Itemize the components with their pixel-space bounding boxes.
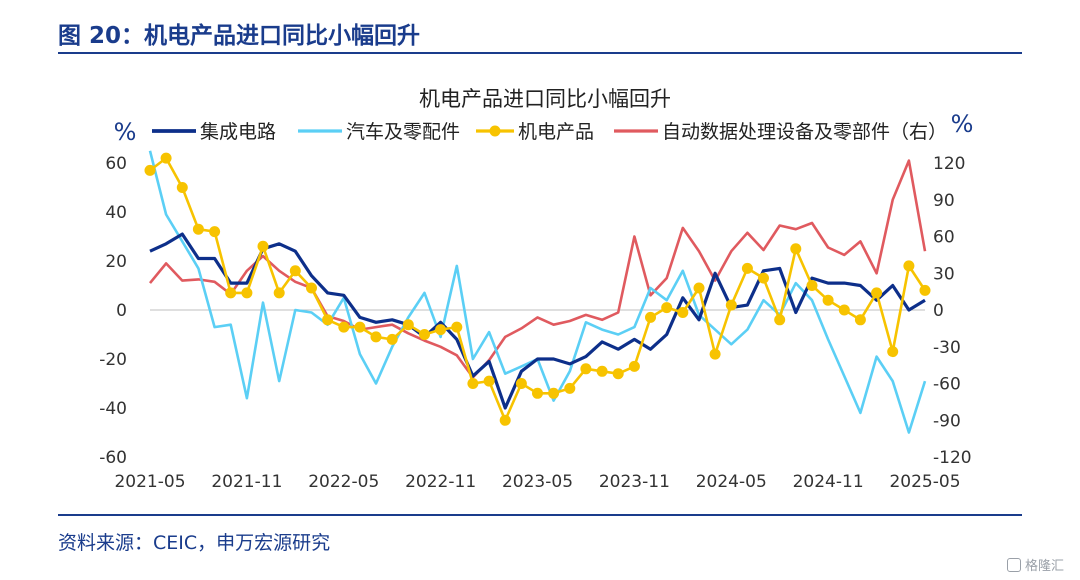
mech-point bbox=[289, 265, 301, 277]
left-tick-label: -60 bbox=[99, 448, 127, 468]
mech-point bbox=[209, 226, 221, 238]
right-axis-unit: % bbox=[951, 110, 974, 138]
mech-point bbox=[192, 223, 204, 235]
series-ic-line bbox=[149, 232, 926, 410]
mech-point bbox=[693, 282, 705, 294]
right-tick-label: -90 bbox=[933, 411, 961, 431]
x-tick-label: 2021-11 bbox=[211, 472, 282, 492]
right-tick-label: 90 bbox=[933, 191, 955, 211]
right-tick-label: 30 bbox=[933, 264, 955, 284]
mech-point bbox=[160, 152, 172, 164]
mech-point bbox=[419, 329, 430, 340]
mech-point bbox=[854, 314, 866, 326]
watermark: 格隆汇 bbox=[1006, 555, 1064, 574]
left-tick-label: 40 bbox=[105, 203, 127, 223]
mech-point bbox=[725, 299, 737, 311]
legend-label: 集成电路 bbox=[200, 121, 276, 143]
figure-title: 图 20：机电产品进口同比小幅回升 bbox=[58, 23, 421, 49]
mech-point bbox=[919, 284, 931, 296]
mech-point bbox=[467, 378, 479, 389]
legend-label: 汽车及零配件 bbox=[346, 121, 460, 143]
right-tick-label: 120 bbox=[933, 154, 965, 174]
mech-point bbox=[370, 331, 382, 343]
mech-point bbox=[435, 324, 447, 336]
mech-point bbox=[548, 387, 560, 399]
mech-point bbox=[790, 243, 802, 255]
mech-point bbox=[645, 311, 656, 323]
mech-point bbox=[596, 365, 608, 377]
x-tick-label: 2024-05 bbox=[696, 472, 767, 492]
left-tick-label: 0 bbox=[116, 301, 127, 321]
mech-point bbox=[338, 321, 350, 333]
legend-marker bbox=[489, 125, 501, 137]
x-tick-label: 2023-05 bbox=[502, 472, 573, 492]
mech-point bbox=[628, 360, 640, 372]
source-note: 资料来源：CEIC，申万宏源研究 bbox=[58, 532, 331, 554]
plot-area bbox=[144, 150, 931, 434]
mech-point bbox=[451, 321, 463, 333]
mech-point bbox=[564, 382, 576, 394]
left-axis-unit: % bbox=[114, 118, 137, 146]
mech-point bbox=[144, 164, 156, 176]
mech-point bbox=[871, 287, 883, 299]
mech-point bbox=[499, 414, 511, 426]
series-adp-line bbox=[148, 159, 927, 379]
mech-point bbox=[903, 260, 915, 272]
right-tick-label: -60 bbox=[933, 375, 961, 395]
x-tick-label: 2021-05 bbox=[114, 472, 185, 492]
x-tick-label: 2025-05 bbox=[889, 472, 960, 492]
left-tick-label: 20 bbox=[105, 252, 127, 272]
mech-point bbox=[838, 304, 850, 316]
mech-point bbox=[354, 321, 366, 333]
mech-point bbox=[241, 287, 253, 299]
mech-point bbox=[176, 182, 188, 193]
right-tick-label: 0 bbox=[933, 301, 944, 321]
x-tick-label: 2024-11 bbox=[793, 472, 864, 492]
title-rule bbox=[58, 52, 1022, 54]
x-tick-label: 2022-05 bbox=[308, 472, 379, 492]
mech-point bbox=[483, 375, 495, 387]
mech-point bbox=[887, 346, 899, 358]
watermark-text: 格隆汇 bbox=[1024, 559, 1064, 574]
mech-point bbox=[386, 333, 398, 345]
right-tick-label: 60 bbox=[933, 228, 955, 248]
legend-label: 机电产品 bbox=[518, 121, 594, 143]
mech-point bbox=[822, 294, 834, 306]
mech-point bbox=[257, 240, 269, 252]
mech-point bbox=[677, 307, 689, 318]
mech-point bbox=[225, 287, 237, 299]
left-tick-label: 60 bbox=[105, 154, 127, 174]
mech-point bbox=[322, 314, 334, 326]
right-tick-label: -120 bbox=[933, 448, 972, 468]
right-tick-label: -30 bbox=[933, 338, 961, 358]
left-tick-label: -20 bbox=[99, 350, 127, 370]
axes: -60 -40 -20 0 20 40 60 -120 -90 -60 -30 0 30 60 90 120 2… bbox=[99, 154, 971, 492]
mech-point bbox=[273, 287, 285, 299]
mech-point bbox=[306, 282, 317, 294]
chart-title: 机电产品进口同比小幅回升 bbox=[419, 87, 671, 111]
legend-label: 自动数据处理设备及零部件（右） bbox=[662, 121, 947, 143]
mech-point bbox=[741, 262, 753, 274]
mech-point bbox=[774, 314, 786, 326]
mech-point bbox=[758, 272, 769, 284]
mech-point bbox=[612, 368, 624, 380]
mech-point bbox=[806, 280, 818, 291]
watermark-logo-icon bbox=[1006, 557, 1021, 572]
left-tick-label: -40 bbox=[99, 399, 127, 419]
mech-point bbox=[580, 363, 592, 375]
source-rule bbox=[58, 514, 1022, 516]
mech-point bbox=[709, 348, 721, 360]
mech-point bbox=[532, 387, 543, 399]
mech-point bbox=[402, 319, 414, 331]
mech-point bbox=[661, 302, 673, 314]
x-tick-label: 2022-11 bbox=[405, 472, 476, 492]
x-tick-label: 2023-11 bbox=[599, 472, 670, 492]
legend: 集成电路 汽车及零配件 机电产品 自动数据处理设备及零部件（右） bbox=[152, 121, 947, 143]
mech-point bbox=[515, 378, 527, 389]
